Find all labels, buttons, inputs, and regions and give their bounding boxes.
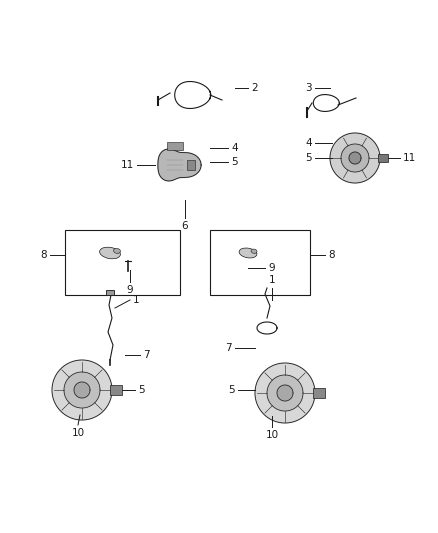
Text: 5: 5 [305, 153, 312, 163]
Text: 8: 8 [328, 250, 335, 260]
Text: 9: 9 [268, 263, 275, 273]
Polygon shape [158, 149, 201, 181]
Polygon shape [341, 144, 369, 172]
Polygon shape [277, 385, 293, 401]
Polygon shape [330, 133, 380, 183]
Polygon shape [74, 382, 90, 398]
Polygon shape [64, 372, 100, 408]
Polygon shape [52, 360, 112, 420]
Bar [378, 154, 388, 162]
Bar [106, 290, 114, 295]
Ellipse shape [113, 248, 120, 253]
Bar [167, 142, 183, 150]
Bar [65, 230, 180, 295]
Bar [210, 230, 310, 295]
Polygon shape [349, 152, 361, 164]
Bar [110, 385, 122, 395]
Text: 5: 5 [228, 385, 235, 395]
Text: 5: 5 [138, 385, 145, 395]
Text: 7: 7 [226, 343, 232, 353]
Text: 10: 10 [71, 428, 85, 438]
Text: 5: 5 [231, 157, 238, 167]
Ellipse shape [239, 248, 257, 258]
Polygon shape [267, 375, 303, 411]
Text: 11: 11 [121, 160, 134, 170]
Text: 3: 3 [305, 83, 312, 93]
Text: 9: 9 [127, 285, 133, 295]
Text: 4: 4 [231, 143, 238, 153]
Bar [187, 160, 195, 170]
Text: 11: 11 [403, 153, 416, 163]
Text: 8: 8 [40, 250, 47, 260]
Ellipse shape [251, 249, 257, 253]
Ellipse shape [99, 247, 120, 259]
Text: 6: 6 [182, 221, 188, 231]
Text: 1: 1 [133, 295, 140, 305]
Text: 10: 10 [265, 430, 279, 440]
Bar [313, 388, 325, 398]
Text: 2: 2 [251, 83, 258, 93]
Polygon shape [255, 363, 315, 423]
Text: 7: 7 [143, 350, 150, 360]
Text: 1: 1 [268, 275, 276, 285]
Text: 4: 4 [305, 138, 312, 148]
